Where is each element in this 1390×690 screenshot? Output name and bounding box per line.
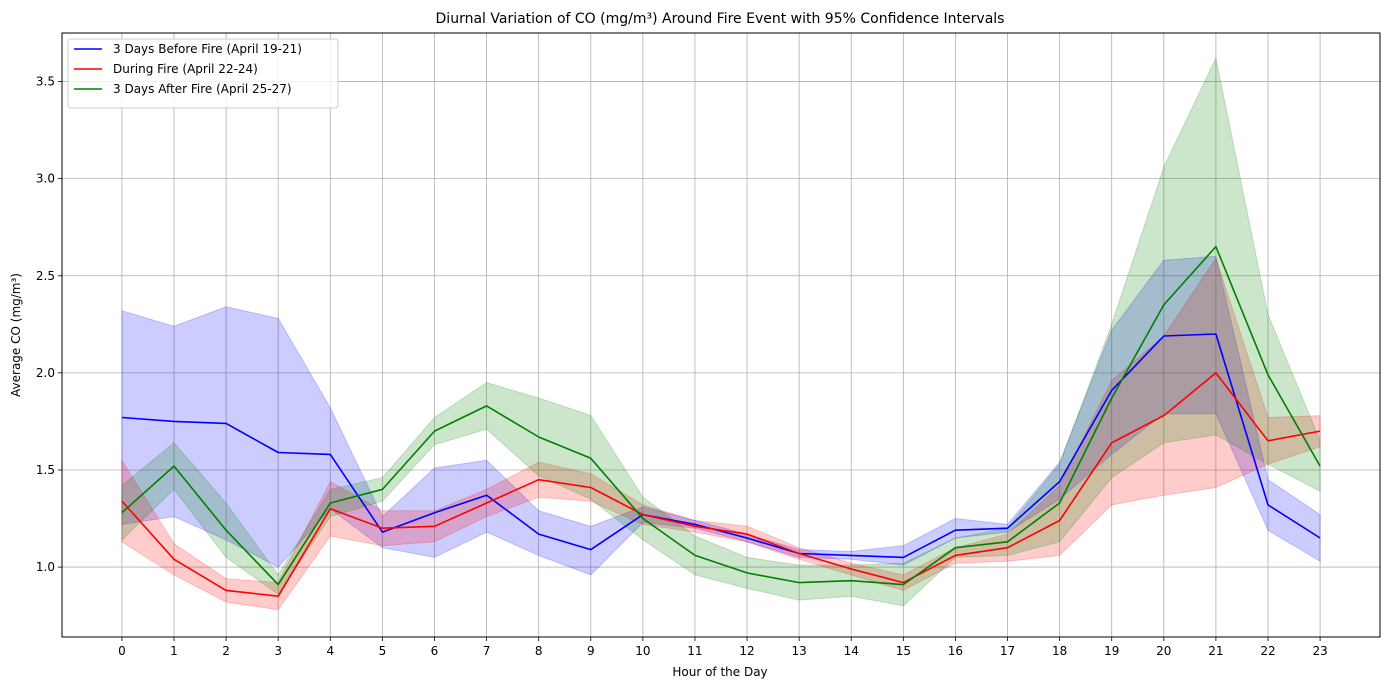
- legend-label-0: 3 Days Before Fire (April 19-21): [113, 42, 302, 56]
- x-tick-label: 2: [222, 644, 230, 658]
- x-tick-label: 18: [1052, 644, 1067, 658]
- x-axis-label: Hour of the Day: [672, 665, 767, 679]
- x-tick-label: 5: [379, 644, 387, 658]
- series-line-1: [121, 372, 1321, 598]
- confidence-band-series-2: [121, 56, 1321, 607]
- x-tick-label: 16: [948, 644, 963, 658]
- y-tick-label: 1.0: [36, 560, 55, 574]
- x-tick-label: 13: [792, 644, 807, 658]
- x-tick-label: 10: [635, 644, 650, 658]
- legend-label-1: During Fire (April 22-24): [113, 62, 258, 76]
- x-tick-label: 3: [274, 644, 282, 658]
- x-tick-label: 7: [483, 644, 491, 658]
- series-lines: [121, 245, 1321, 598]
- x-axis-ticks: 0 1 2 3 4 5 6 7 8 9 10 11 12 13 14 15 16 17 18 19 20 21 22 23: [118, 637, 1328, 658]
- x-tick-label: 20: [1156, 644, 1171, 658]
- y-axis-label: Average CO (mg/m³): [9, 273, 23, 397]
- x-tick-label: 23: [1312, 644, 1327, 658]
- confidence-band-series-0: [121, 255, 1321, 576]
- x-tick-label: 4: [326, 644, 334, 658]
- y-tick-label: 1.5: [36, 463, 55, 477]
- x-tick-label: 14: [844, 644, 859, 658]
- x-tick-label: 1: [170, 644, 178, 658]
- x-tick-label: 17: [1000, 644, 1015, 658]
- series-line-2: [121, 245, 1321, 586]
- plot-frame: [61, 32, 1381, 638]
- x-tick-label: 11: [687, 644, 702, 658]
- y-tick-label: 2.0: [36, 366, 55, 380]
- y-tick-label: 3.5: [36, 75, 55, 89]
- x-tick-label: 6: [431, 644, 439, 658]
- x-tick-label: 15: [896, 644, 911, 658]
- x-tick-label: 12: [739, 644, 754, 658]
- x-tick-label: 22: [1260, 644, 1275, 658]
- y-tick-label: 2.5: [36, 269, 55, 283]
- confidence-band-series-1: [121, 257, 1321, 611]
- legend-label-2: 3 Days After Fire (April 25-27): [113, 82, 292, 96]
- y-axis-ticks: 1.0 1.5 2.0 2.5 3.0 3.5: [36, 75, 62, 574]
- x-tick-label: 0: [118, 644, 126, 658]
- x-tick-label: 9: [587, 644, 595, 658]
- x-tick-label: 19: [1104, 644, 1119, 658]
- chart-title: Diurnal Variation of CO (mg/m³) Around F…: [436, 11, 1005, 27]
- confidence-bands: [121, 56, 1321, 611]
- x-tick-label: 21: [1208, 644, 1223, 658]
- legend-box: [67, 38, 339, 109]
- legend: 3 Days Before Fire (April 19-21) During F…: [67, 38, 339, 109]
- y-tick-label: 3.0: [36, 172, 55, 186]
- x-tick-label: 8: [535, 644, 543, 658]
